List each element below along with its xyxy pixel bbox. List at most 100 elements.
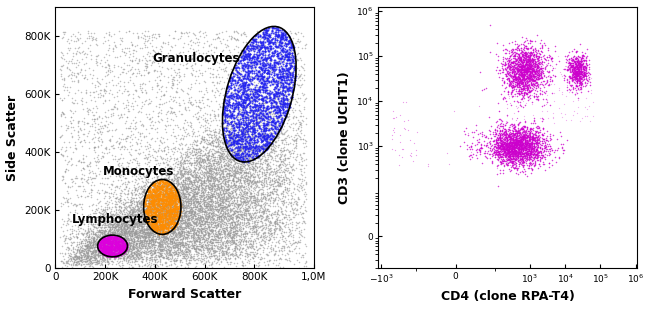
Point	[210, 205, 220, 210]
Point	[248, 46, 258, 51]
Point	[99, 166, 109, 171]
Point	[214, 215, 225, 220]
Point	[235, 205, 245, 210]
Point	[156, 176, 166, 181]
Point	[106, 243, 116, 248]
Point	[146, 193, 157, 197]
Point	[256, 114, 266, 119]
Point	[137, 198, 148, 203]
Point	[235, 176, 245, 181]
Point	[235, 101, 245, 106]
Point	[178, 182, 188, 187]
Point	[522, 79, 532, 84]
Point	[520, 82, 530, 87]
Point	[177, 168, 188, 173]
Point	[294, 206, 305, 211]
Point	[177, 188, 187, 193]
Point	[187, 208, 198, 213]
Point	[170, 198, 180, 203]
Point	[277, 93, 287, 98]
Point	[141, 224, 151, 229]
Point	[250, 224, 260, 229]
Point	[168, 201, 179, 205]
Point	[179, 191, 189, 196]
Point	[199, 222, 209, 226]
Point	[249, 46, 259, 51]
Point	[249, 184, 259, 189]
Point	[81, 90, 91, 95]
Point	[127, 245, 137, 250]
Point	[502, 47, 512, 52]
Point	[96, 250, 106, 255]
Point	[68, 249, 78, 254]
Point	[222, 124, 233, 129]
Point	[81, 91, 91, 96]
Point	[228, 226, 239, 231]
Point	[244, 53, 255, 58]
Point	[265, 95, 276, 99]
Point	[509, 72, 519, 77]
Point	[528, 70, 539, 74]
Point	[280, 257, 291, 262]
Point	[530, 152, 540, 157]
Point	[503, 56, 514, 61]
Point	[148, 227, 158, 232]
Point	[94, 240, 105, 245]
Point	[244, 121, 255, 126]
Point	[220, 173, 231, 178]
Point	[239, 89, 249, 94]
Point	[127, 230, 138, 235]
Point	[512, 139, 523, 144]
Point	[226, 259, 237, 264]
Point	[166, 198, 176, 203]
Point	[512, 144, 523, 149]
Point	[131, 192, 142, 197]
Point	[113, 238, 124, 243]
Point	[576, 62, 586, 67]
Point	[491, 148, 501, 153]
Point	[153, 202, 164, 207]
Point	[181, 199, 191, 204]
Point	[272, 135, 283, 140]
Point	[93, 258, 103, 263]
Point	[235, 240, 245, 245]
Point	[77, 219, 88, 224]
Point	[226, 148, 236, 153]
Point	[271, 90, 281, 95]
Point	[144, 130, 154, 135]
Point	[495, 148, 505, 153]
Point	[59, 139, 70, 144]
Point	[191, 219, 202, 224]
Point	[572, 60, 582, 65]
Point	[98, 253, 109, 258]
Point	[239, 90, 249, 95]
Point	[250, 115, 261, 120]
Point	[160, 198, 170, 203]
Point	[210, 174, 220, 179]
Point	[280, 40, 290, 45]
Point	[107, 182, 118, 187]
Point	[195, 170, 205, 175]
Point	[138, 241, 149, 246]
Point	[114, 245, 125, 250]
Point	[227, 77, 237, 82]
Point	[227, 190, 237, 195]
Point	[259, 153, 269, 158]
Point	[98, 248, 109, 253]
Point	[194, 119, 205, 124]
Point	[245, 95, 255, 99]
Point	[216, 205, 227, 210]
Point	[179, 200, 189, 205]
Point	[284, 70, 294, 74]
Point	[196, 185, 206, 190]
Point	[197, 179, 207, 184]
Point	[109, 252, 119, 257]
Point	[87, 207, 98, 212]
Point	[185, 142, 196, 147]
Point	[157, 167, 167, 171]
Point	[237, 79, 248, 84]
Point	[524, 148, 534, 153]
Point	[224, 228, 234, 233]
Point	[207, 181, 218, 186]
Point	[232, 134, 242, 139]
